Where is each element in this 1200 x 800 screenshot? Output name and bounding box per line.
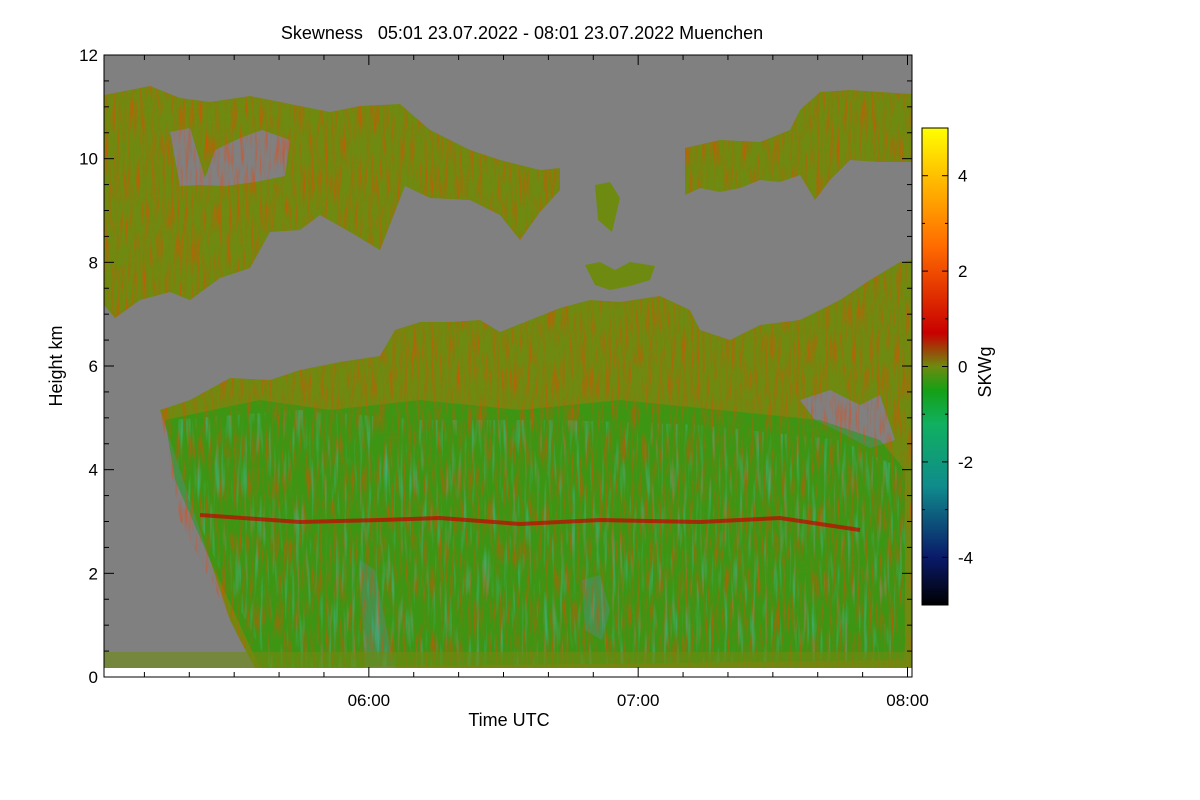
x-tick-label: 07:00 [617, 691, 660, 710]
x-tick-label: 08:00 [886, 691, 929, 710]
plot-area [104, 55, 912, 677]
y-tick-label: 0 [89, 668, 98, 687]
x-tick-label: 06:00 [348, 691, 391, 710]
y-tick-label: 4 [89, 461, 98, 480]
surface-clear-strip [104, 668, 912, 677]
chart-title: Skewness 05:01 23.07.2022 - 08:01 23.07.… [281, 23, 763, 43]
y-tick-label: 12 [79, 46, 98, 65]
colorbar-tick-label: 4 [958, 167, 967, 186]
y-axis: 0 2 4 6 8 10 12 [79, 46, 912, 687]
y-tick-label: 2 [89, 564, 98, 583]
colorbar-tick-label: -2 [958, 453, 973, 472]
cirrus-fragments [585, 182, 655, 290]
colorbar-label: SKWg [975, 346, 995, 397]
colorbar-axis: 4 2 0 -2 -4 [922, 167, 973, 567]
y-tick-label: 10 [79, 150, 98, 169]
colorbar-tick-label: 2 [958, 262, 967, 281]
colorbar-tick-label: 0 [958, 358, 967, 377]
surface-noise-band [104, 652, 912, 668]
y-axis-label: Height km [46, 325, 66, 406]
strong-negative-skewness-texture [170, 410, 905, 668]
x-axis: 06:00 07:00 08:00 [143, 55, 929, 710]
y-tick-label: 6 [89, 357, 98, 376]
colorbar-tick-label: -4 [958, 548, 973, 567]
clear-wedge-left [104, 440, 260, 677]
x-axis-label: Time UTC [468, 710, 549, 730]
red-band-3km [199, 513, 861, 532]
y-tick-label: 8 [89, 253, 98, 272]
